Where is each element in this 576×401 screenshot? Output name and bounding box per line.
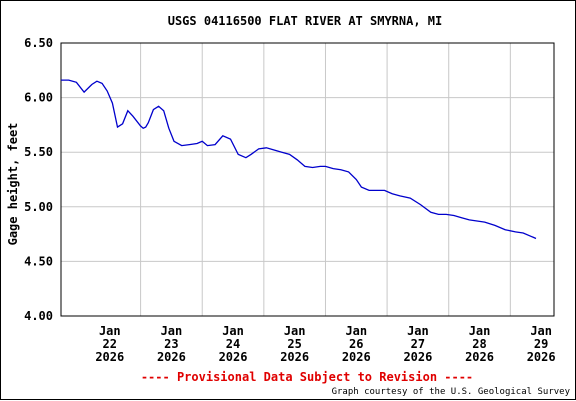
plot-border xyxy=(60,42,555,317)
y-tick-label: 4.50 xyxy=(24,254,53,268)
x-tick-label: Jan 24 2026 xyxy=(219,324,248,364)
grid-layer xyxy=(61,43,554,316)
y-tick-label: 6.00 xyxy=(24,91,53,105)
gage-height-series-line xyxy=(61,79,537,240)
x-tick-label: Jan 28 2026 xyxy=(465,324,494,364)
provisional-notice: ---- Provisional Data Subject to Revisio… xyxy=(141,370,473,384)
x-tick-labels: Jan 22 2026 Jan 23 2026 Jan 24 2026 Jan 25 2026 Jan 2… xyxy=(95,324,555,364)
x-tick-label: Jan 25 2026 xyxy=(280,324,309,364)
x-tick-label: Jan 29 2026 xyxy=(527,324,556,364)
y-tick-labels: 4.00 4.50 5.00 5.50 6.00 6.50 xyxy=(24,36,53,323)
y-tick-label: 6.50 xyxy=(24,36,53,50)
y-tick-label: 4.00 xyxy=(24,309,53,323)
usgs-courtesy-note: Graph courtesy of the U.S. Geological Su… xyxy=(332,387,571,397)
x-tick-label: Jan 23 2026 xyxy=(157,324,186,364)
x-tick-label: Jan 27 2026 xyxy=(403,324,432,364)
chart-title: USGS 04116500 FLAT RIVER AT SMYRNA, MI xyxy=(168,14,443,28)
x-tick-label: Jan 26 2026 xyxy=(342,324,371,364)
y-axis-label: Gage height, feet xyxy=(6,123,20,246)
y-tick-label: 5.00 xyxy=(24,200,53,214)
x-tick-label: Jan 22 2026 xyxy=(95,324,124,364)
y-tick-label: 5.50 xyxy=(24,145,53,159)
